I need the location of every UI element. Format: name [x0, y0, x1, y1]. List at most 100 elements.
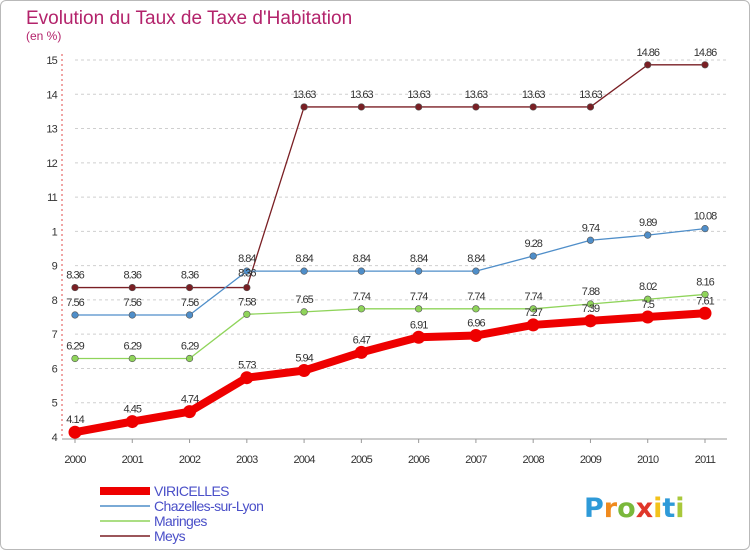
- logo-letter: o: [617, 493, 636, 524]
- data-point: [641, 310, 655, 324]
- logo-letter: i: [675, 493, 684, 524]
- legend-label: Meys: [154, 528, 186, 544]
- series-line-maringes: [74, 293, 706, 360]
- data-label: 7.5: [642, 299, 655, 311]
- data-point: [472, 267, 480, 275]
- data-label: 9.89: [639, 217, 657, 229]
- data-label: 13.63: [293, 89, 316, 101]
- data-label: 8.16: [696, 276, 714, 288]
- x-tick-label: 2006: [408, 454, 430, 466]
- data-point: [243, 267, 251, 275]
- y-tick-label: 8: [52, 295, 58, 307]
- data-label: 7.88: [582, 286, 600, 298]
- data-label: 6.29: [124, 341, 142, 353]
- data-labels: 8.36 8.36 8.36 13.63 13.63 13.63 13.63 13.63 13.…: [66, 47, 718, 426]
- series-line-chazelles-sur-lyon: [74, 227, 706, 316]
- data-point: [469, 329, 483, 343]
- data-label: 7.27: [524, 307, 542, 319]
- data-label: 7.74: [467, 291, 485, 303]
- data-label: 13.63: [522, 89, 545, 101]
- data-label: 6.47: [353, 334, 371, 346]
- data-label: 13.63: [407, 89, 430, 101]
- data-point: [586, 103, 595, 111]
- data-point: [71, 283, 79, 292]
- data-label: 6.29: [181, 341, 199, 353]
- y-tick-label: 7: [52, 329, 58, 341]
- data-point: [586, 236, 595, 244]
- data-point: [68, 425, 82, 439]
- data-label: 13.63: [350, 89, 373, 101]
- data-label: 7.56: [124, 297, 142, 309]
- data-point: [529, 252, 537, 260]
- data-label: 8.84: [467, 253, 485, 265]
- data-label: 7.65: [295, 294, 313, 306]
- data-point: [701, 290, 709, 299]
- logo-letter: t: [662, 493, 675, 524]
- data-label: 8.36: [124, 270, 142, 282]
- data-label: 4.74: [181, 394, 199, 406]
- x-tick-label: 2002: [179, 454, 201, 466]
- data-point: [243, 283, 251, 292]
- x-tick-label: 2008: [523, 454, 545, 466]
- data-label: 8.84: [353, 253, 371, 265]
- legend-label: VIRICELLES: [154, 483, 229, 499]
- y-tick-label: 13: [46, 124, 57, 136]
- data-point: [185, 283, 194, 292]
- data-label: 5.73: [238, 360, 256, 372]
- y-tick-label: 4: [52, 432, 58, 444]
- data-point: [357, 103, 365, 111]
- data-label: 7.61: [696, 295, 714, 307]
- logo-letter: x: [636, 493, 653, 524]
- grid: [75, 59, 727, 404]
- data-label: 6.96: [467, 318, 485, 330]
- data-label: 6.91: [410, 319, 428, 331]
- data-label: 8.36: [66, 270, 84, 282]
- data-label: 7.56: [181, 297, 199, 309]
- x-tick-label: 2010: [637, 454, 659, 466]
- data-point: [586, 300, 595, 308]
- logo-letter: i: [653, 493, 662, 524]
- proxiti-logo: Proxiti: [584, 493, 685, 524]
- data-label: 9.28: [524, 238, 542, 250]
- y-tick-label: 6: [52, 363, 58, 375]
- y-tick-label: 14: [46, 89, 57, 101]
- x-tick-label: 2009: [580, 454, 602, 466]
- data-point: [128, 354, 136, 363]
- data-label: 8.84: [295, 253, 313, 265]
- data-point: [415, 267, 423, 275]
- data-point: [583, 314, 597, 328]
- data-label: 8.36: [238, 268, 256, 280]
- data-label: 8.84: [238, 253, 256, 265]
- data-label: 14.86: [636, 47, 659, 59]
- data-point: [412, 330, 426, 344]
- x-tick-label: 2001: [122, 454, 144, 466]
- data-label: 7.39: [582, 303, 600, 315]
- y-tick-label: 5: [52, 398, 58, 410]
- series-layer: [68, 61, 712, 439]
- data-label: 13.63: [579, 89, 602, 101]
- y-tick-label: 11: [47, 192, 58, 204]
- series-line-viricelles: [71, 309, 709, 437]
- data-point: [357, 267, 365, 275]
- y-tick-label: 15: [46, 55, 57, 67]
- logo-text: Proxiti: [584, 493, 685, 524]
- x-tick-label: 2007: [465, 454, 487, 466]
- data-point: [472, 103, 480, 111]
- data-label: 9.74: [582, 222, 600, 234]
- data-label: 13.63: [465, 89, 488, 101]
- data-label: 7.56: [66, 297, 84, 309]
- x-tick-label: 2000: [64, 454, 86, 466]
- data-point: [526, 318, 540, 332]
- data-label: 5.94: [295, 353, 313, 365]
- legend-label: Chazelles-sur-Lyon: [154, 498, 263, 514]
- data-point: [701, 61, 709, 69]
- data-point: [183, 405, 197, 419]
- data-point: [243, 310, 251, 318]
- data-label: 8.36: [181, 270, 199, 282]
- data-label: 7.74: [353, 291, 371, 303]
- data-label: 8.02: [639, 281, 657, 293]
- y-tick-label: 12: [46, 158, 57, 170]
